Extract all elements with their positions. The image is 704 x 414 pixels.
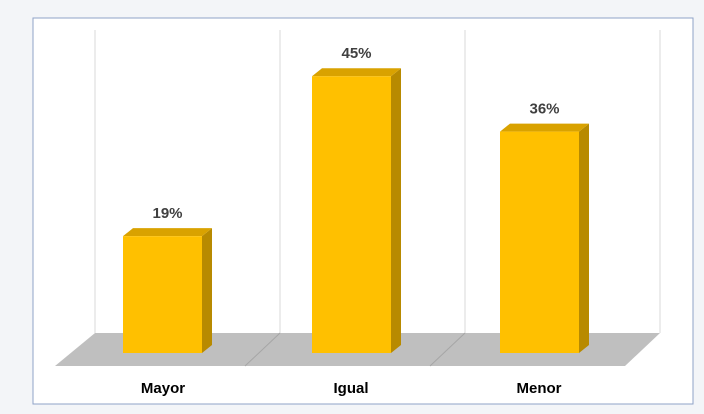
bar-top xyxy=(312,68,401,77)
back-wall xyxy=(94,30,661,333)
bar xyxy=(312,76,391,353)
bar xyxy=(123,236,202,353)
x-tick-label: Mayor xyxy=(141,380,185,397)
data-label: 45% xyxy=(341,45,371,62)
bar-top xyxy=(123,228,212,237)
floor-divider xyxy=(244,332,281,367)
bar-side xyxy=(391,68,401,353)
floor-lines xyxy=(244,332,466,367)
data-label: 36% xyxy=(529,101,559,118)
bar-top xyxy=(500,123,589,132)
x-tick-label: Menor xyxy=(517,380,562,397)
bar-side xyxy=(202,228,212,353)
bar-side xyxy=(579,123,589,353)
floor-divider xyxy=(429,332,466,367)
data-label: 19% xyxy=(152,205,182,222)
bar xyxy=(500,131,579,353)
x-tick-label: Igual xyxy=(333,380,368,397)
